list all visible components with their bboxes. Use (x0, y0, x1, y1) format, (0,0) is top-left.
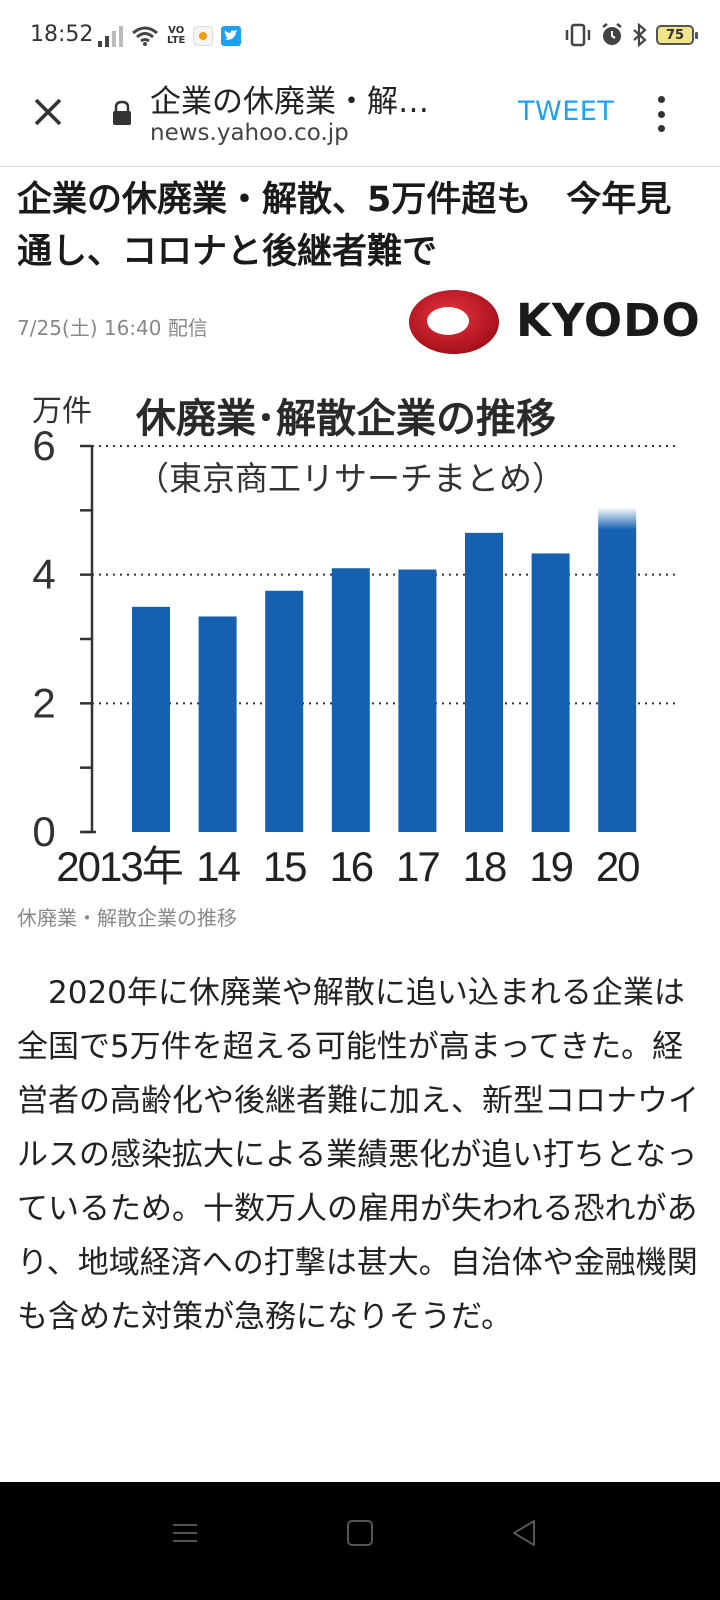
lock-icon (113, 100, 131, 125)
recent-apps-icon[interactable] (160, 1508, 210, 1558)
x-tick-label: 20 (596, 843, 639, 888)
article-date: 7/25(土) 16:40 配信 (17, 316, 208, 340)
bar (331, 568, 370, 832)
x-tick-label: 16 (329, 843, 372, 888)
kyodo-logo: KYODO (408, 288, 700, 356)
volte-icon: VO LTE (167, 25, 186, 46)
chart-title: 休廃業･解散企業の推移 (136, 396, 556, 442)
status-right-icons: 75 (564, 20, 698, 50)
y-tick-label: 6 (32, 422, 55, 469)
chart-y-unit: 万件 (32, 394, 92, 429)
article-body: 2020年に休廃業や解散に追い込まれる企業は全国で5万件を超える可能性が高まって… (17, 975, 699, 1335)
chart-image: 0 2 4 6 2013年 14 15 16 17 18 19 20 万件 休廃業･解散企業の推移 （… (16, 378, 704, 888)
x-tick-label: 15 (263, 843, 306, 888)
vibrate-icon (565, 23, 591, 47)
y-tick-label: 0 (32, 808, 55, 855)
x-tick-label: 17 (396, 843, 439, 888)
bar (132, 606, 170, 832)
status-bar: 18:52 VO LTE (0, 0, 720, 70)
bar-chart: 0 2 4 6 2013年 14 15 16 17 18 19 20 (32, 422, 676, 888)
kyodo-logo-mark (409, 290, 499, 354)
battery-icon: 75 (656, 25, 698, 45)
x-tick-label: 14 (196, 843, 240, 888)
page-title: 企業の休廃業・解… (150, 84, 429, 120)
article-headline: 企業の休廃業・解散、5万件超も 今年見通し、コロナと後継者難で (17, 180, 672, 272)
notification-app-icon (193, 26, 214, 46)
image-caption: 休廃業・解散企業の推移 (17, 906, 237, 930)
page-domain: news.yahoo.co.jp (150, 120, 349, 146)
x-tick-label: 2013年 (56, 843, 182, 888)
bar (598, 507, 637, 832)
status-left-icons: VO LTE (98, 22, 242, 50)
close-icon[interactable] (28, 92, 68, 132)
back-icon[interactable] (500, 1508, 550, 1558)
system-navigation-bar (0, 1482, 720, 1600)
home-icon[interactable] (335, 1508, 385, 1558)
chart-subtitle: （東京商工リサーチまとめ） (136, 459, 565, 498)
kyodo-logo-text: KYODO (516, 294, 701, 347)
status-time: 18:52 (30, 22, 94, 47)
more-options-icon[interactable] (650, 92, 672, 136)
y-tick-label: 4 (32, 551, 55, 598)
bar (198, 616, 237, 832)
twitter-notification-icon (221, 26, 242, 46)
wifi-icon (132, 26, 158, 46)
alarm-icon (602, 23, 622, 45)
tweet-button[interactable]: TWEET (518, 96, 615, 127)
signal-icon (98, 25, 123, 47)
bar (265, 590, 304, 832)
browser-toolbar: 企業の休廃業・解… news.yahoo.co.jp TWEET (0, 70, 720, 167)
bar (531, 553, 570, 832)
bar (465, 532, 503, 832)
bluetooth-icon (633, 23, 647, 47)
x-tick-label: 19 (529, 843, 572, 888)
y-tick-label: 2 (32, 679, 55, 726)
bar (398, 569, 437, 832)
x-tick-label: 18 (463, 843, 506, 888)
